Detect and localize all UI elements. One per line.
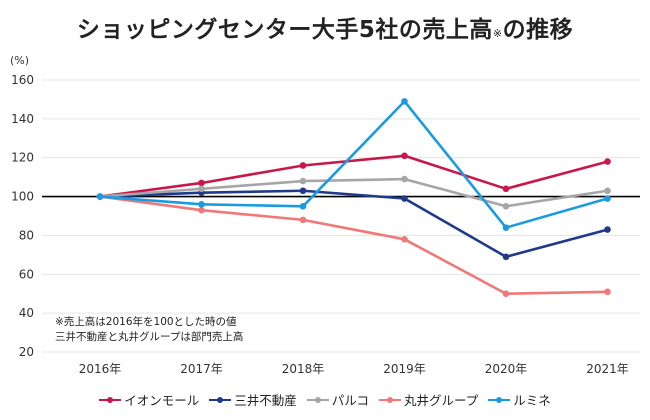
- series-line: [99, 177, 608, 208]
- data-point: [604, 288, 611, 296]
- y-tick-label: 40: [19, 306, 34, 320]
- legend-swatch: [99, 396, 122, 403]
- series-line: [99, 100, 608, 229]
- data-point: [401, 98, 408, 105]
- legend-label: ルミネ: [513, 393, 551, 408]
- data-point: [502, 253, 510, 261]
- series-line: [99, 154, 608, 198]
- x-tick-label: 2020年: [485, 362, 528, 376]
- legend-label: 三井不動産: [234, 393, 297, 408]
- y-tick-label: 60: [19, 267, 34, 281]
- x-axis-ticks: 2016年 2017年 2018年 2019年 2020年 2021年: [79, 362, 629, 376]
- data-point: [299, 162, 307, 169]
- data-point: [299, 187, 307, 195]
- data-point: [299, 202, 307, 210]
- line-chart: (%) 20 40 60 80 100 120 140 160 2016年 2017年 2018年…: [10, 54, 640, 376]
- data-point: [502, 290, 510, 298]
- data-point: [604, 226, 611, 233]
- legend-item: ルミネ: [488, 390, 551, 409]
- x-tick-label: 2021年: [586, 362, 629, 376]
- data-point: [401, 236, 408, 243]
- y-tick-label: 140: [11, 112, 34, 126]
- data-point: [401, 195, 408, 202]
- x-tick-label: 2018年: [282, 362, 325, 376]
- legend-swatch: [306, 396, 329, 403]
- legend-item: パルコ: [306, 390, 369, 409]
- chart-title: ショッピングセンター大手5社の売上高※の推移: [0, 10, 650, 44]
- data-point: [502, 202, 510, 210]
- y-tick-label: 160: [11, 73, 34, 87]
- legend-item: イオンモール: [99, 390, 199, 409]
- legend: イオンモール 三井不動産 パルコ 丸井グループ ルミネ: [0, 390, 650, 409]
- legend-swatch: [488, 396, 511, 403]
- y-tick-label: 80: [19, 228, 34, 242]
- data-point: [198, 185, 205, 193]
- chart-title-main: ショッピングセンター大手5社の売上高: [76, 17, 493, 43]
- y-tick-label: 20: [19, 345, 34, 359]
- data-point: [299, 177, 307, 185]
- data-point: [401, 152, 408, 160]
- annotation-note-1: ※売上高は2016年を100とした時の値: [55, 315, 237, 328]
- gridlines: [42, 79, 640, 353]
- data-point: [401, 175, 408, 183]
- y-tick-label: 100: [11, 190, 34, 204]
- data-point: [604, 187, 611, 195]
- series-5: [96, 98, 611, 231]
- legend-label: 丸井グループ: [404, 393, 479, 408]
- data-point: [198, 201, 205, 208]
- x-tick-label: 2017年: [180, 362, 223, 376]
- y-axis-unit-label: (%): [10, 54, 29, 67]
- x-tick-label: 2019年: [383, 362, 426, 376]
- chart-title-suffix: の推移: [502, 17, 574, 43]
- data-point: [198, 206, 205, 214]
- x-tick-label: 2016年: [79, 362, 122, 376]
- data-point: [198, 179, 205, 187]
- data-point: [604, 158, 611, 165]
- data-point: [502, 224, 510, 231]
- data-point: [502, 185, 510, 193]
- annotation-note-2: 三井不動産と丸井グループは部門売上高: [55, 330, 243, 343]
- series-line: [99, 189, 608, 259]
- data-point: [96, 193, 104, 200]
- series-group: [96, 98, 611, 298]
- series-line: [99, 195, 608, 296]
- legend-item: 三井不動産: [209, 390, 297, 409]
- y-axis-ticks: 20 40 60 80 100 120 140 160: [11, 73, 34, 359]
- data-point: [604, 195, 611, 202]
- legend-swatch: [209, 396, 232, 403]
- series-4: [96, 193, 611, 298]
- series-2: [96, 187, 611, 261]
- legend-label: イオンモール: [124, 393, 200, 408]
- legend-swatch: [379, 396, 401, 403]
- legend-label: パルコ: [331, 393, 369, 408]
- y-tick-label: 120: [11, 151, 34, 165]
- chart-title-mark: ※: [492, 27, 503, 40]
- legend-item: 丸井グループ: [379, 390, 478, 409]
- data-point: [299, 216, 307, 224]
